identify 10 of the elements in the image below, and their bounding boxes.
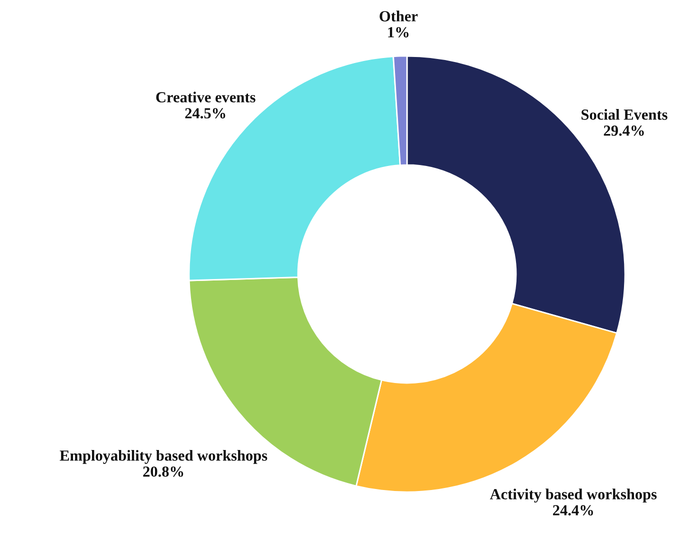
slice-label: Activity based workshops	[490, 488, 657, 503]
slice-label: Creative events	[156, 92, 256, 102]
data-label: 24.4%	[553, 505, 593, 516]
data-label: 29.4%	[604, 125, 644, 136]
slice-label: Social Events	[582, 109, 668, 120]
slice-label: Other	[380, 10, 418, 22]
data-label: 20.8%	[143, 466, 184, 477]
data-label: 1%	[388, 27, 408, 38]
slice-label: Employability based workshops	[60, 450, 268, 464]
data-label: 24.5%	[185, 108, 226, 118]
